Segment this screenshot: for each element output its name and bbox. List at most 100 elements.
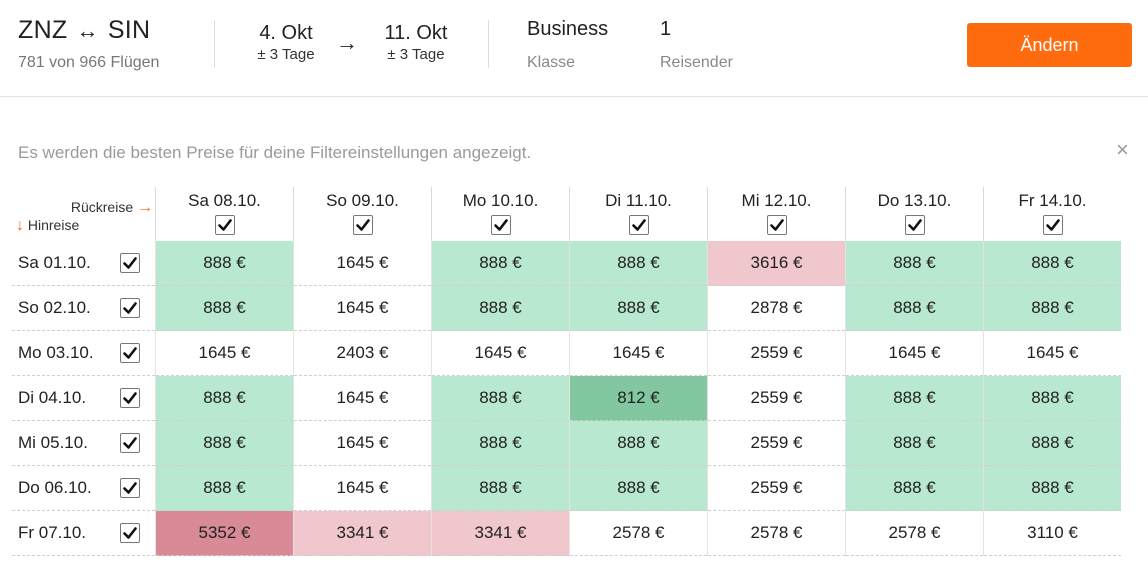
price-cell[interactable]: 888 € <box>983 241 1121 286</box>
depart-date-label: So 02.10. <box>18 298 91 317</box>
price-cell[interactable]: 888 € <box>569 465 708 511</box>
price-cell[interactable]: 3110 € <box>983 510 1121 556</box>
depart-date-label: Mo 03.10. <box>18 343 94 362</box>
price-cell[interactable]: 2578 € <box>569 510 708 556</box>
price-cell[interactable]: 888 € <box>431 420 570 466</box>
return-flex: ± 3 Tage <box>387 46 445 63</box>
price-cell[interactable]: 1645 € <box>845 330 984 376</box>
return-date-column-header: Mo 10.10. <box>431 187 570 241</box>
return-date-column-header: Di 11.10. <box>569 187 708 241</box>
price-cell[interactable]: 2578 € <box>845 510 984 556</box>
depart-date-label: Sa 01.10. <box>18 253 91 272</box>
price-cell[interactable]: 2559 € <box>707 330 846 376</box>
arrow-right-icon: → <box>137 199 153 216</box>
origin-code: ZNZ <box>18 16 68 44</box>
price-row: So 02.10. 888 €1645 €888 €888 €2878 €888 … <box>12 285 1121 331</box>
price-cell[interactable]: 1645 € <box>569 330 708 376</box>
return-date-label: Fr 14.10. <box>1018 191 1087 210</box>
depart-date: 4. Okt <box>259 22 313 44</box>
return-date-checkbox[interactable] <box>214 215 235 235</box>
price-cell[interactable]: 1645 € <box>155 330 294 376</box>
price-cell[interactable]: 2559 € <box>707 375 846 421</box>
return-date-checkbox[interactable] <box>766 215 787 235</box>
depart-date-checkbox[interactable] <box>120 523 140 543</box>
price-cell[interactable]: 2559 € <box>707 465 846 511</box>
depart-date-checkbox[interactable] <box>120 253 140 273</box>
price-cell[interactable]: 1645 € <box>293 375 432 421</box>
price-cell[interactable]: 888 € <box>155 241 294 286</box>
return-date-label: Di 11.10. <box>605 191 672 210</box>
price-cell[interactable]: 888 € <box>155 465 294 511</box>
price-cell[interactable]: 888 € <box>845 465 984 511</box>
search-summary-header: ZNZ ↔ SIN 781 von 966 Flügen 4. Okt ± 3 Ta… <box>0 0 1148 97</box>
price-cell[interactable]: 1645 € <box>293 241 432 286</box>
depart-date-checkbox[interactable] <box>120 298 140 318</box>
grid-header-row: Rückreise → ↓ Hinreise Sa 08.10. So 09.10… <box>12 187 1121 241</box>
return-axis-label: Rückreise → <box>71 199 153 217</box>
price-cell[interactable]: 888 € <box>845 241 984 286</box>
price-cell[interactable]: 888 € <box>845 285 984 331</box>
price-cell[interactable]: 888 € <box>845 375 984 421</box>
return-date-column-header: Mi 12.10. <box>707 187 846 241</box>
return-date-checkbox[interactable] <box>904 215 925 235</box>
price-cell[interactable]: 888 € <box>431 241 570 286</box>
price-cell[interactable]: 888 € <box>983 465 1121 511</box>
depart-date-checkbox[interactable] <box>120 478 140 498</box>
return-date-checkbox[interactable] <box>490 215 511 235</box>
destination-code: SIN <box>107 16 151 44</box>
cabin-class-value: Business <box>527 18 609 40</box>
roundtrip-arrow-icon: ↔ <box>76 18 99 43</box>
price-cell[interactable]: 888 € <box>569 420 708 466</box>
grid-corner: Rückreise → ↓ Hinreise <box>12 187 156 241</box>
depart-axis-label: ↓ Hinreise <box>16 217 79 235</box>
arrow-right-icon: → <box>336 30 358 55</box>
route: ZNZ ↔ SIN <box>18 16 150 45</box>
price-cell[interactable]: 888 € <box>983 285 1121 331</box>
price-cell[interactable]: 888 € <box>431 465 570 511</box>
price-cell[interactable]: 1645 € <box>983 330 1121 376</box>
price-cell[interactable]: 2578 € <box>707 510 846 556</box>
return-date-checkbox[interactable] <box>352 215 373 235</box>
price-cell[interactable]: 888 € <box>569 285 708 331</box>
depart-date-checkbox[interactable] <box>120 388 140 408</box>
price-cell[interactable]: 3341 € <box>293 510 432 556</box>
price-cell[interactable]: 888 € <box>845 420 984 466</box>
price-cell[interactable]: 812 € <box>569 375 708 421</box>
depart-date-checkbox[interactable] <box>120 343 140 363</box>
price-cell[interactable]: 1645 € <box>293 420 432 466</box>
price-cell[interactable]: 1645 € <box>293 285 432 331</box>
price-cell[interactable]: 888 € <box>983 420 1121 466</box>
price-cell[interactable]: 3616 € <box>707 241 846 286</box>
return-date-column-header: So 09.10. <box>293 187 432 241</box>
travelers-label: Reisender <box>660 54 733 71</box>
price-row: Di 04.10. 888 €1645 €888 €812 €2559 €888 … <box>12 375 1121 421</box>
depart-date-label: Mi 05.10. <box>18 433 88 452</box>
price-cell[interactable]: 888 € <box>431 375 570 421</box>
info-message: Es werden die besten Preise für deine Fi… <box>18 143 532 162</box>
price-cell[interactable]: 888 € <box>155 375 294 421</box>
price-cell[interactable]: 888 € <box>569 241 708 286</box>
depart-date-label: Fr 07.10. <box>18 523 87 542</box>
price-cell[interactable]: 888 € <box>155 420 294 466</box>
return-date-checkbox[interactable] <box>1042 215 1063 235</box>
price-cell[interactable]: 3341 € <box>431 510 570 556</box>
price-cell[interactable]: 5352 € <box>155 510 294 556</box>
price-cell[interactable]: 1645 € <box>293 465 432 511</box>
return-date-label: So 09.10. <box>326 191 399 210</box>
price-cell[interactable]: 888 € <box>983 375 1121 421</box>
price-cell[interactable]: 888 € <box>431 285 570 331</box>
return-date-label: Mi 12.10. <box>741 191 812 210</box>
depart-date-row-header: Mo 03.10. <box>12 330 156 376</box>
price-row: Mo 03.10. 1645 €2403 €1645 €1645 €2559 €1… <box>12 330 1121 376</box>
divider <box>488 20 489 68</box>
price-cell[interactable]: 1645 € <box>431 330 570 376</box>
price-cell[interactable]: 2403 € <box>293 330 432 376</box>
return-date-checkbox[interactable] <box>628 215 649 235</box>
arrow-down-icon: ↓ <box>16 217 24 234</box>
price-cell[interactable]: 2878 € <box>707 285 846 331</box>
price-cell[interactable]: 888 € <box>155 285 294 331</box>
close-icon[interactable]: × <box>1116 137 1129 162</box>
change-search-button[interactable]: Ändern <box>967 23 1132 67</box>
depart-date-checkbox[interactable] <box>120 433 140 453</box>
price-cell[interactable]: 2559 € <box>707 420 846 466</box>
